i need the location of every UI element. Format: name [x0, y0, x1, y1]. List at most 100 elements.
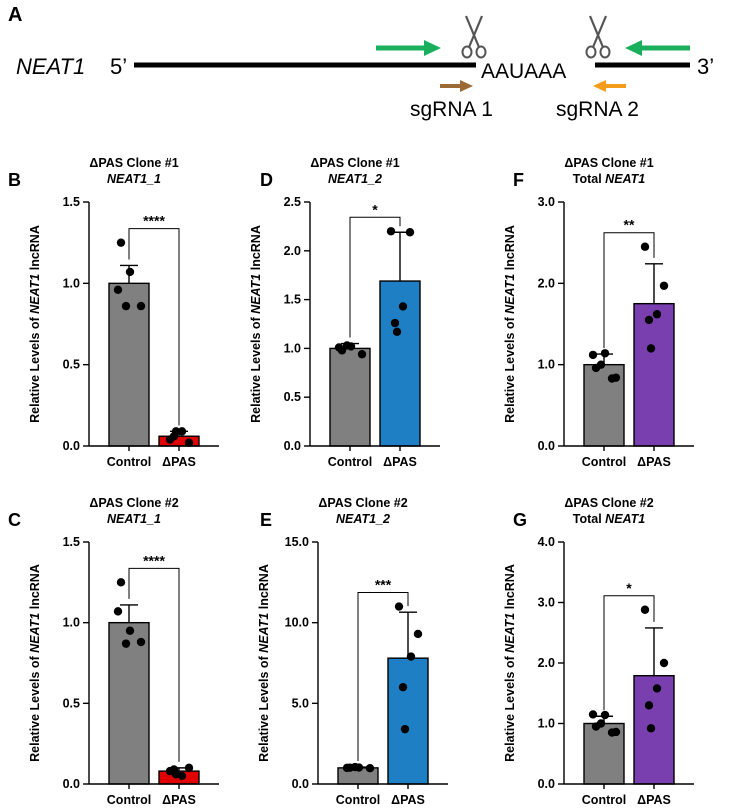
- y-tick-label: 5.0: [292, 696, 309, 710]
- bar-0: [108, 621, 150, 785]
- significance-bracket: [357, 592, 409, 762]
- data-point: [386, 227, 396, 236]
- significance-label: *: [372, 201, 378, 217]
- y-tick-label: 15.0: [285, 535, 309, 549]
- y-tick-label: 0.5: [63, 358, 80, 372]
- data-point: [136, 637, 146, 647]
- subtitle-gene: NEAT1: [605, 512, 645, 526]
- data-point: [640, 605, 650, 614]
- bar-1: [387, 657, 429, 785]
- x-tick-label: ΔPAS: [637, 793, 671, 807]
- x-tick-label: ΔPAS: [162, 455, 196, 469]
- y-axis-label-suffix: lncRNA: [503, 225, 517, 274]
- significance-label: ***: [375, 577, 392, 593]
- data-point: [652, 310, 662, 319]
- data-point: [600, 710, 610, 720]
- significance-label: *: [626, 580, 632, 596]
- data-point: [121, 639, 131, 648]
- y-tick-label: 4.0: [538, 535, 555, 549]
- y-tick-label: 0.0: [284, 439, 301, 453]
- data-point: [116, 238, 126, 247]
- data-point: [177, 427, 187, 436]
- subtitle-gene: NEAT1_2: [336, 512, 390, 526]
- y-axis-label-gene: NEAT1: [257, 613, 271, 653]
- y-axis-label-gene: NEAT1: [503, 613, 517, 653]
- data-point: [588, 350, 598, 360]
- data-point: [413, 629, 423, 639]
- data-point: [607, 728, 617, 737]
- y-axis-label: Relative Levels of NEAT1 lncRNA: [503, 225, 517, 423]
- chart-subtitle: NEAT1_2: [336, 512, 390, 526]
- data-point: [646, 344, 656, 353]
- y-axis-label: Relative Levels of NEAT1 lncRNA: [249, 225, 263, 423]
- chart-subtitle: Total NEAT1: [573, 512, 646, 526]
- chart-b: B ΔPAS Clone #1 NEAT1_1 Relative Levels of …: [8, 156, 219, 469]
- data-point: [644, 701, 654, 710]
- y-axis-label-prefix: Relative Levels of: [503, 314, 517, 423]
- data-point: [591, 722, 601, 731]
- five-prime-label: 5’: [110, 54, 127, 79]
- y-tick-label: 0.5: [284, 390, 301, 404]
- x-tick-label: Control: [107, 793, 151, 807]
- y-axis-label-prefix: Relative Levels of: [503, 653, 517, 762]
- y-axis-label-gene: NEAT1: [28, 613, 42, 653]
- sgrna2-label: sgRNA 2: [556, 98, 639, 121]
- significance-label: **: [624, 217, 635, 233]
- data-point: [659, 281, 669, 290]
- significance-bracket: [349, 216, 401, 338]
- subtitle-gene: NEAT1: [605, 172, 645, 186]
- significance-bracket: [603, 595, 655, 711]
- y-tick-label: 2.5: [284, 195, 301, 209]
- data-point: [644, 315, 654, 325]
- y-tick-label: 1.0: [538, 717, 555, 731]
- chart-title: ΔPAS Clone #1: [89, 156, 178, 170]
- y-axis-label: Relative Levels of NEAT1 lncRNA: [257, 564, 271, 762]
- data-point: [600, 349, 610, 358]
- y-tick-label: 1.5: [284, 293, 301, 307]
- x-tick-label: ΔPAS: [637, 455, 671, 469]
- data-point: [113, 285, 123, 295]
- y-tick-label: 0.5: [63, 696, 80, 710]
- panel-label-a: A: [8, 4, 22, 26]
- y-tick-label: 0.0: [538, 777, 555, 791]
- data-point: [659, 658, 669, 668]
- chart-title: ΔPAS Clone #1: [310, 156, 399, 170]
- y-tick-label: 0.0: [63, 439, 80, 453]
- data-point: [136, 301, 146, 311]
- y-tick-label: 2.0: [284, 244, 301, 258]
- data-point: [406, 652, 416, 661]
- bar-1: [158, 435, 200, 447]
- significance-bracket: [128, 567, 180, 762]
- data-point: [125, 267, 135, 277]
- data-point: [591, 363, 601, 373]
- y-axis-label: Relative Levels of NEAT1 lncRNA: [28, 564, 42, 762]
- y-axis-label-gene: NEAT1: [249, 274, 263, 314]
- sgrna2-arrow: [593, 80, 626, 92]
- scissors-icon: [585, 15, 611, 59]
- gene-label: NEAT1: [16, 54, 85, 79]
- y-axis-label-suffix: lncRNA: [28, 225, 42, 274]
- y-axis-label-prefix: Relative Levels of: [28, 653, 42, 762]
- data-point: [398, 683, 408, 692]
- data-point: [398, 302, 408, 311]
- chart-c: C ΔPAS Clone #2 NEAT1_1 Relative Levels of …: [8, 496, 219, 807]
- y-tick-label: 1.0: [63, 276, 80, 290]
- data-point: [171, 770, 181, 779]
- data-point: [640, 242, 650, 251]
- data-point: [588, 710, 598, 719]
- data-point: [392, 327, 402, 337]
- sgrna1-arrow: [440, 80, 473, 92]
- panel-label: F: [513, 170, 524, 190]
- data-point: [184, 763, 194, 773]
- y-tick-label: 1.5: [63, 535, 80, 549]
- sgrna1-label: sgRNA 1: [410, 98, 493, 121]
- data-point: [646, 724, 656, 733]
- y-tick-label: 10.0: [285, 616, 309, 630]
- x-tick-label: ΔPAS: [162, 793, 196, 807]
- y-axis-label: Relative Levels of NEAT1 lncRNA: [28, 225, 42, 423]
- y-axis-label: Relative Levels of NEAT1 lncRNA: [503, 564, 517, 762]
- y-tick-label: 2.0: [538, 276, 555, 290]
- y-axis-label-suffix: lncRNA: [503, 564, 517, 613]
- chart-subtitle: NEAT1_2: [328, 172, 382, 186]
